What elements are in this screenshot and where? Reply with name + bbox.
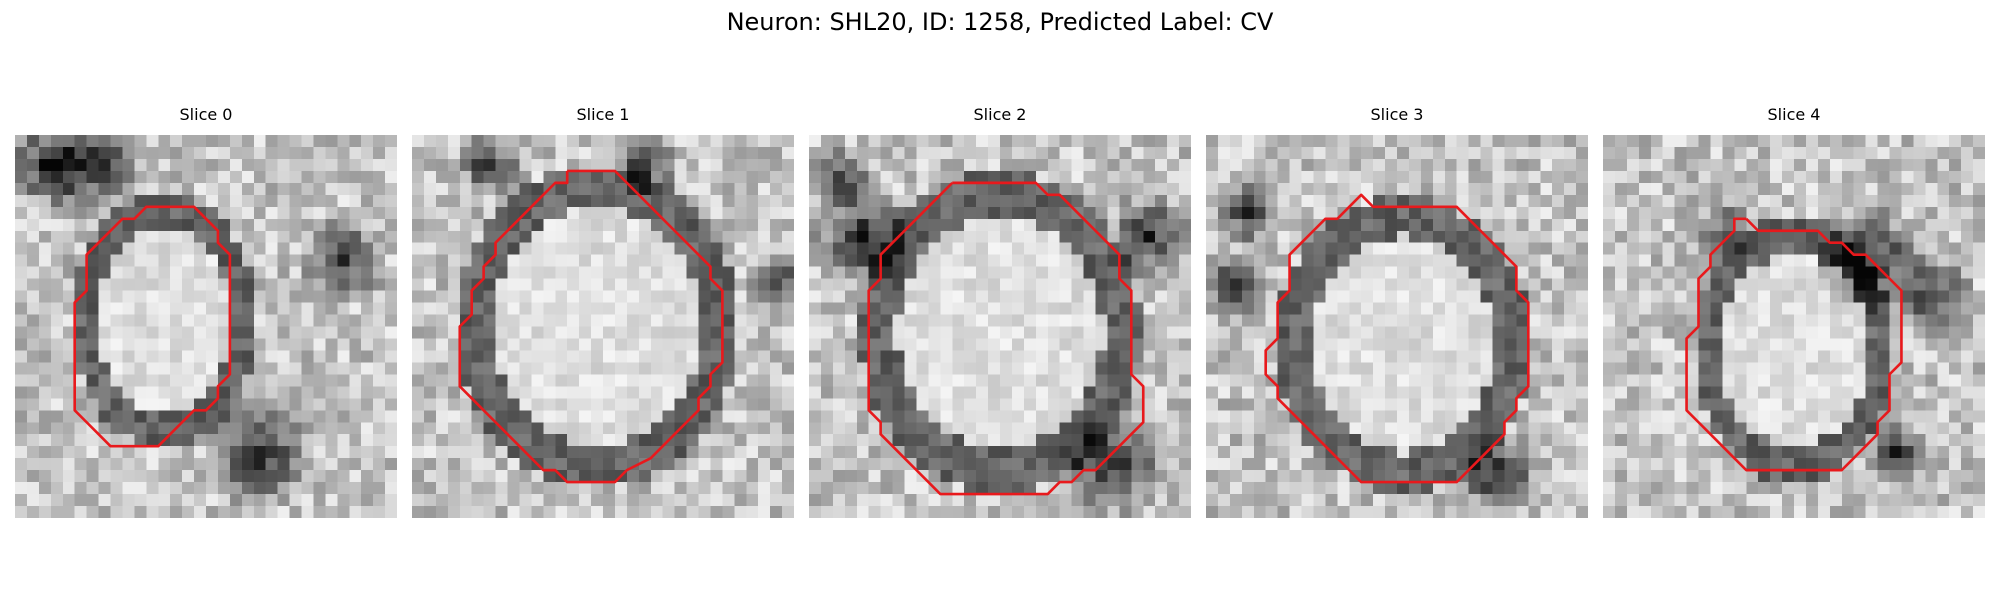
slice-title-3: Slice 3 — [1370, 105, 1424, 124]
pixel-mosaic-3 — [1206, 135, 1588, 518]
contour-outline-3 — [1264, 193, 1530, 484]
contour-outline-4 — [1685, 217, 1903, 472]
contour-outline-1 — [458, 169, 724, 484]
slice-title-2: Slice 2 — [973, 105, 1027, 124]
slice-title-4: Slice 4 — [1767, 105, 1821, 124]
slice-image-4 — [1603, 135, 1985, 518]
slice-image-1 — [412, 135, 794, 518]
slice-image-3 — [1206, 135, 1588, 518]
slice-image-2 — [809, 135, 1191, 518]
contour-outline-2 — [867, 181, 1145, 496]
slice-panel-4: Slice 4 — [1603, 104, 1985, 519]
pixel-mosaic-4 — [1603, 135, 1985, 518]
slice-title-0: Slice 0 — [179, 105, 233, 124]
slice-image-0 — [15, 135, 397, 518]
slice-panel-0: Slice 0 — [15, 104, 397, 519]
pixel-mosaic-1 — [412, 135, 794, 518]
contour-outline-0 — [73, 205, 232, 448]
figure-title: Neuron: SHL20, ID: 1258, Predicted Label… — [726, 8, 1274, 36]
slice-title-1: Slice 1 — [576, 105, 630, 124]
pixel-mosaic-0 — [15, 135, 397, 518]
slice-panel-2: Slice 2 — [809, 104, 1191, 519]
pixel-mosaic-2 — [809, 135, 1191, 518]
slice-panel-3: Slice 3 — [1206, 104, 1588, 519]
slice-panel-1: Slice 1 — [412, 104, 794, 519]
